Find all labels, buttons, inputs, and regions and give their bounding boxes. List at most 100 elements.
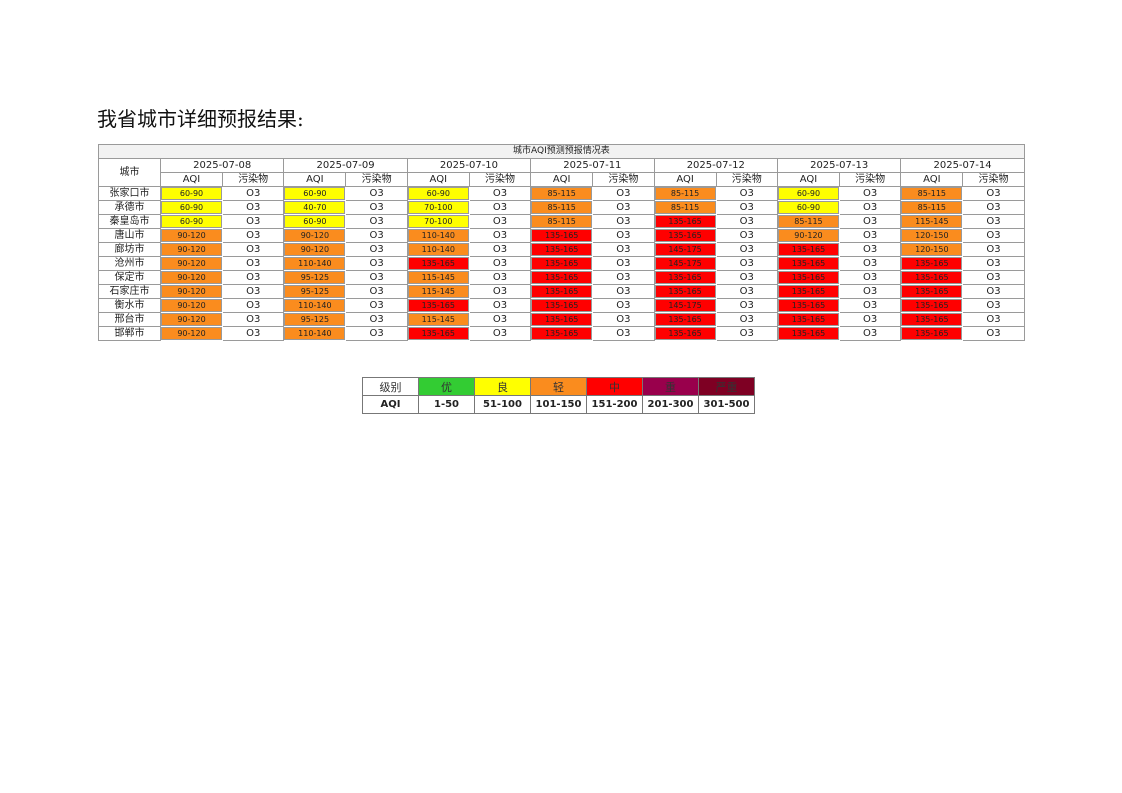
pollutant-header: 污染物	[715, 172, 778, 187]
pollutant-cell: O3	[468, 326, 532, 341]
aqi-cell: 115-145	[900, 214, 964, 229]
aqi-cell: 60-90	[283, 214, 347, 229]
pollutant-cell: O3	[592, 298, 655, 313]
pollutant-cell: O3	[468, 214, 532, 229]
pollutant-cell: O3	[962, 242, 1025, 257]
pollutant-cell: O3	[715, 186, 778, 201]
aqi-cell: 145-175	[653, 298, 717, 313]
pollutant-cell: O3	[838, 298, 902, 313]
pollutant-cell: O3	[838, 284, 902, 299]
pollutant-cell: O3	[468, 228, 532, 243]
legend-range: 1-50	[418, 395, 475, 414]
pollutant-cell: O3	[468, 242, 532, 257]
pollutant-cell: O3	[345, 186, 408, 201]
aqi-cell: 95-125	[283, 312, 347, 327]
pollutant-cell: O3	[468, 312, 532, 327]
legend-range: 51-100	[474, 395, 531, 414]
aqi-cell: 85-115	[900, 200, 964, 215]
pollutant-cell: O3	[592, 242, 655, 257]
city-name: 石家庄市	[98, 284, 161, 299]
legend-range: 101-150	[530, 395, 587, 414]
aqi-cell: 60-90	[406, 186, 470, 201]
pollutant-cell: O3	[962, 228, 1025, 243]
aqi-cell: 90-120	[160, 312, 223, 327]
pollutant-cell: O3	[221, 228, 285, 243]
pollutant-cell: O3	[468, 200, 532, 215]
aqi-cell: 135-165	[530, 284, 594, 299]
city-row: 唐山市 90-120 O3 90-120 O3 110-140 O3 135-165 O3 135…	[98, 228, 1025, 243]
aqi-cell: 135-165	[530, 312, 594, 327]
pollutant-cell: O3	[468, 256, 532, 271]
legend-level: 严重	[698, 377, 755, 396]
aqi-cell: 135-165	[653, 284, 717, 299]
aqi-cell: 145-175	[653, 242, 717, 257]
aqi-cell: 135-165	[653, 312, 717, 327]
pollutant-cell: O3	[592, 326, 655, 341]
aqi-cell: 60-90	[283, 186, 347, 201]
pollutant-cell: O3	[838, 242, 902, 257]
pollutant-cell: O3	[838, 214, 902, 229]
aqi-cell: 135-165	[776, 326, 840, 341]
date-header: 2025-07-08	[159, 158, 285, 173]
aqi-cell: 90-120	[283, 228, 347, 243]
pollutant-cell: O3	[715, 200, 778, 215]
pollutant-header: 污染物	[962, 172, 1025, 187]
legend-level: 重	[642, 377, 699, 396]
aqi-cell: 85-115	[530, 200, 594, 215]
pollutant-cell: O3	[838, 228, 902, 243]
city-header: 城市	[98, 158, 161, 187]
aqi-cell: 135-165	[406, 256, 470, 271]
aqi-cell: 110-140	[283, 256, 347, 271]
pollutant-cell: O3	[715, 284, 778, 299]
pollutant-cell: O3	[221, 270, 285, 285]
aqi-cell: 40-70	[283, 200, 347, 215]
pollutant-cell: O3	[715, 228, 778, 243]
aqi-header: AQI	[900, 172, 964, 187]
legend-aqi-header: AQI	[362, 395, 419, 414]
pollutant-cell: O3	[345, 270, 408, 285]
aqi-cell: 135-165	[530, 270, 594, 285]
aqi-cell: 110-140	[283, 326, 347, 341]
aqi-cell: 60-90	[776, 200, 840, 215]
aqi-cell: 90-120	[160, 326, 223, 341]
city-name: 廊坊市	[98, 242, 161, 257]
aqi-cell: 85-115	[653, 186, 717, 201]
city-name: 张家口市	[98, 186, 161, 201]
date-header: 2025-07-12	[653, 158, 778, 173]
aqi-cell: 115-145	[406, 270, 470, 285]
aqi-header: AQI	[530, 172, 594, 187]
pollutant-cell: O3	[221, 298, 285, 313]
aqi-cell: 135-165	[406, 326, 470, 341]
pollutant-cell: O3	[962, 186, 1025, 201]
pollutant-cell: O3	[221, 326, 285, 341]
legend-range: 301-500	[698, 395, 755, 414]
pollutant-cell: O3	[962, 326, 1025, 341]
city-row: 邯郸市 90-120 O3 110-140 O3 135-165 O3 135-165 O3 13…	[98, 326, 1025, 341]
pollutant-cell: O3	[715, 270, 778, 285]
aqi-header: AQI	[776, 172, 840, 187]
aqi-cell: 90-120	[160, 270, 223, 285]
pollutant-cell: O3	[962, 256, 1025, 271]
pollutant-cell: O3	[838, 186, 902, 201]
city-row: 石家庄市 90-120 O3 95-125 O3 115-145 O3 135-165 O3 13…	[98, 284, 1025, 299]
legend-level: 优	[418, 377, 475, 396]
subheader-row: AQI 污染物 AQI 污染物 AQI 污染物 AQI 污染物 AQI 污染物 AQI 污染物 AQI 污…	[99, 172, 1025, 187]
pollutant-cell: O3	[838, 312, 902, 327]
aqi-cell: 135-165	[900, 298, 964, 313]
pollutant-cell: O3	[468, 270, 532, 285]
aqi-cell: 135-165	[406, 298, 470, 313]
pollutant-cell: O3	[962, 298, 1025, 313]
aqi-cell: 85-115	[530, 214, 594, 229]
pollutant-cell: O3	[962, 200, 1025, 215]
city-name: 唐山市	[98, 228, 161, 243]
city-name: 秦皇岛市	[98, 214, 161, 229]
legend-level: 中	[586, 377, 643, 396]
city-name: 衡水市	[98, 298, 161, 313]
pollutant-cell: O3	[345, 298, 408, 313]
aqi-cell: 90-120	[283, 242, 347, 257]
aqi-cell: 135-165	[653, 228, 717, 243]
aqi-cell: 135-165	[653, 270, 717, 285]
aqi-cell: 135-165	[776, 242, 840, 257]
pollutant-cell: O3	[468, 186, 532, 201]
city-name: 邢台市	[98, 312, 161, 327]
